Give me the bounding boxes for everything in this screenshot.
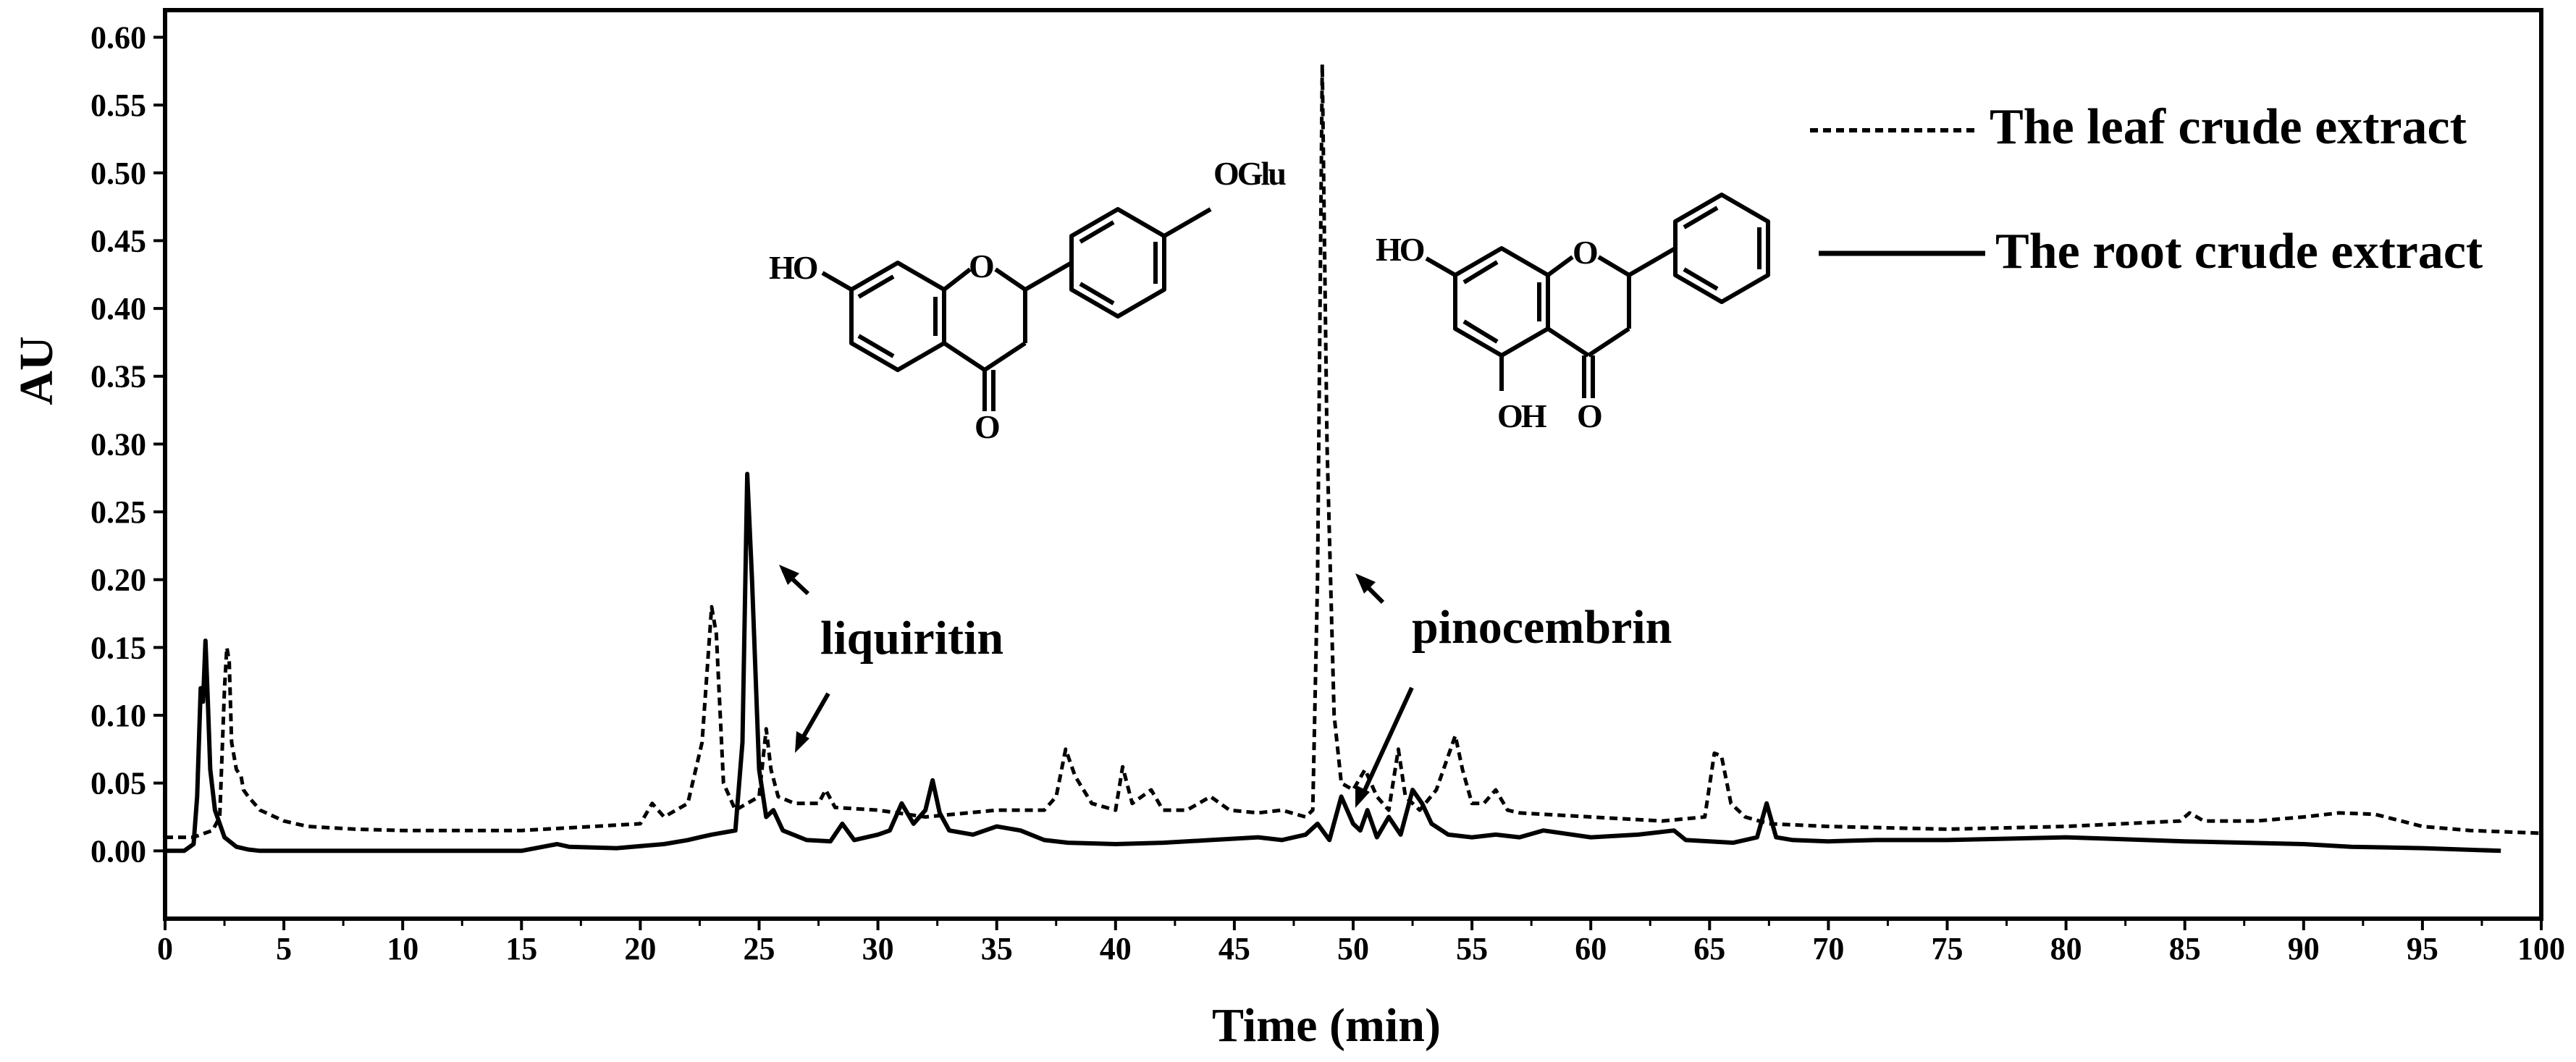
arrowhead-pinocembrin-upper xyxy=(1355,573,1376,594)
x-tick-label: 75 xyxy=(1932,931,1963,966)
x-tick-label: 65 xyxy=(1693,931,1725,966)
x-tick-label: 95 xyxy=(2407,931,2438,966)
y-axis-title: AU xyxy=(10,336,63,405)
legend: The leaf crude extract The root crude ex… xyxy=(1810,99,2483,279)
arrow-liquiritin-lower xyxy=(799,692,830,743)
y-tick-label: 0.30 xyxy=(91,426,146,462)
legend-label-leaf: The leaf crude extract xyxy=(1990,99,2467,155)
y-tick-label: 0.45 xyxy=(91,223,146,258)
x-tick-label: 100 xyxy=(2517,931,2565,966)
y-tick-label: 0.10 xyxy=(91,698,146,733)
x-tick-label: 60 xyxy=(1575,931,1607,966)
x-tick-label: 5 xyxy=(276,931,292,966)
arrowhead-liquiritin-upper xyxy=(779,565,799,585)
x-tick-label: 40 xyxy=(1100,931,1132,966)
pinocembrin-structure xyxy=(1425,193,1770,398)
x-tick-label: 30 xyxy=(862,931,894,966)
x-tick-label: 0 xyxy=(157,931,173,966)
x-tick-label: 80 xyxy=(2050,931,2082,966)
arrowhead-pinocembrin-lower xyxy=(1355,785,1370,808)
y-tick-label: 0.15 xyxy=(91,630,146,665)
x-tick-label: 25 xyxy=(744,931,775,966)
y-tick-label: 0.40 xyxy=(91,291,146,326)
liquiritin-carbonyl-label: O xyxy=(975,408,999,445)
annotations: liquiritin pinocembrin xyxy=(779,565,1672,808)
x-tick-label: 45 xyxy=(1218,931,1250,966)
y-tick-label: 0.50 xyxy=(91,156,146,191)
plot-frame xyxy=(163,8,2543,921)
pinocembrin-carbonyl-label: O xyxy=(1577,397,1601,434)
x-tick-label: 20 xyxy=(624,931,656,966)
liquiritin-ho-label: HO xyxy=(769,249,817,286)
liquiritin-structure xyxy=(821,207,1212,411)
arrow-pinocembrin-lower xyxy=(1360,686,1414,796)
series-line-root xyxy=(165,471,2501,854)
x-tick-label: 85 xyxy=(2169,931,2201,966)
x-tick-label: 35 xyxy=(981,931,1013,966)
liquiritin-ring-o-label: O xyxy=(969,248,993,285)
tick-labels: 0 5 10 15 20 25 30 35 40 45 50 55 60 65 70 75 80 85 90 95 10… xyxy=(91,20,2565,966)
liquiritin-oglu-label: OGlu xyxy=(1213,155,1286,192)
pinocembrin-ho-label: HO xyxy=(1376,231,1424,268)
x-tick-label: 90 xyxy=(2288,931,2320,966)
y-tick-label: 0.60 xyxy=(91,20,146,55)
x-axis-title: Time (min) xyxy=(1212,999,1441,1052)
arrowhead-liquiritin-lower xyxy=(795,731,809,753)
axis-ticks xyxy=(153,35,2543,930)
x-tick-label: 50 xyxy=(1337,931,1369,966)
annotation-liquiritin: liquiritin xyxy=(820,612,1003,665)
y-tick-label: 0.05 xyxy=(91,766,146,801)
annotation-pinocembrin: pinocembrin xyxy=(1412,601,1672,654)
y-tick-label: 0.25 xyxy=(91,494,146,530)
x-tick-label: 10 xyxy=(387,931,418,966)
y-tick-label: 0.20 xyxy=(91,562,146,598)
x-tick-label: 70 xyxy=(1812,931,1844,966)
series-line-leaf xyxy=(165,62,2542,840)
pinocembrin-ring-o-label: O xyxy=(1573,234,1597,271)
y-tick-label: 0.00 xyxy=(91,833,146,869)
x-tick-label: 15 xyxy=(505,931,537,966)
pinocembrin-oh-label: OH xyxy=(1497,397,1547,434)
x-tick-label: 55 xyxy=(1456,931,1488,966)
series-layer xyxy=(165,62,2542,854)
y-tick-label: 0.55 xyxy=(91,88,146,123)
legend-label-root: The root crude extract xyxy=(1995,224,2483,279)
y-tick-label: 0.35 xyxy=(91,359,146,395)
